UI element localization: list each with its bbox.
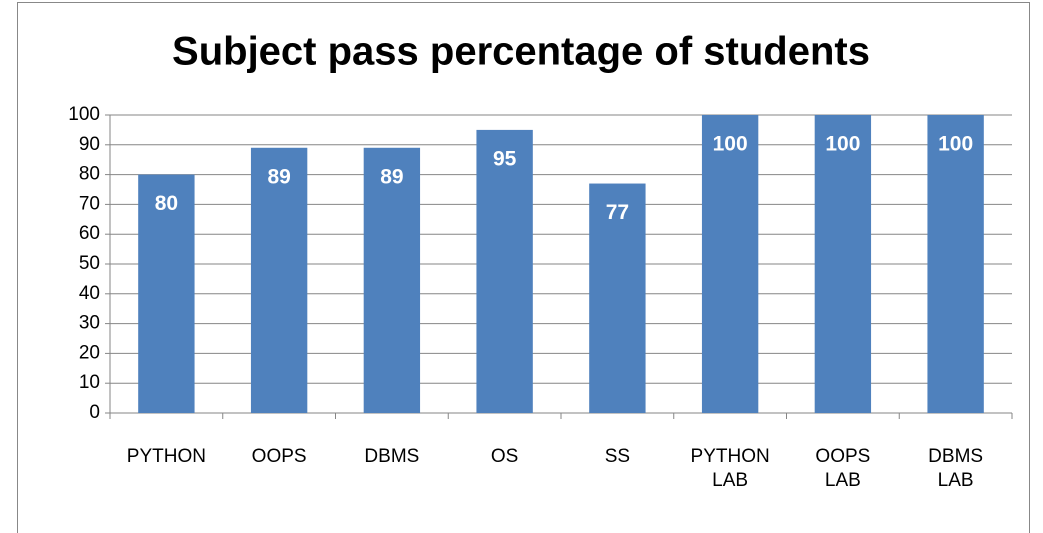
data-label: 89: [380, 165, 403, 188]
y-tick-label: 40: [79, 283, 100, 304]
y-tick-label: 70: [79, 193, 100, 214]
bar: [589, 183, 646, 413]
bar: [476, 129, 533, 413]
x-tick-label: OOPS LAB: [815, 446, 871, 491]
data-label: 100: [713, 133, 748, 156]
data-label: 89: [267, 165, 290, 188]
y-tick-label: 0: [89, 402, 100, 423]
x-tick-label: DBMS: [364, 446, 420, 467]
y-tick-label: 50: [79, 253, 100, 274]
y-tick-label: 90: [79, 134, 100, 155]
x-tick-label: PYTHON LAB: [690, 446, 770, 491]
x-tick-label: OS: [490, 446, 519, 467]
y-tick-label: 30: [79, 313, 100, 334]
y-tick-label: 10: [79, 372, 100, 393]
x-tick-label: SS: [604, 446, 631, 467]
x-tick-label: DBMS LAB: [928, 446, 984, 491]
bar: [814, 115, 872, 413]
data-label: 80: [155, 192, 178, 215]
chart-title: Subject pass percentage of students: [172, 30, 870, 74]
data-label: 100: [938, 133, 973, 156]
data-label: 95: [493, 147, 517, 170]
x-tick-label: PYTHON: [126, 446, 206, 467]
y-tick-label: 100: [68, 104, 100, 125]
data-label: 100: [825, 133, 860, 156]
y-tick-label: 60: [79, 223, 100, 244]
bar: [250, 147, 308, 413]
y-tick-label: 20: [79, 342, 100, 363]
bar: [363, 147, 421, 413]
data-label: 77: [606, 201, 629, 224]
bar: [138, 174, 195, 413]
x-tick-label: OOPS: [251, 446, 307, 467]
y-tick-label: 80: [79, 164, 100, 185]
bar: [927, 115, 984, 413]
bar: [701, 115, 759, 413]
